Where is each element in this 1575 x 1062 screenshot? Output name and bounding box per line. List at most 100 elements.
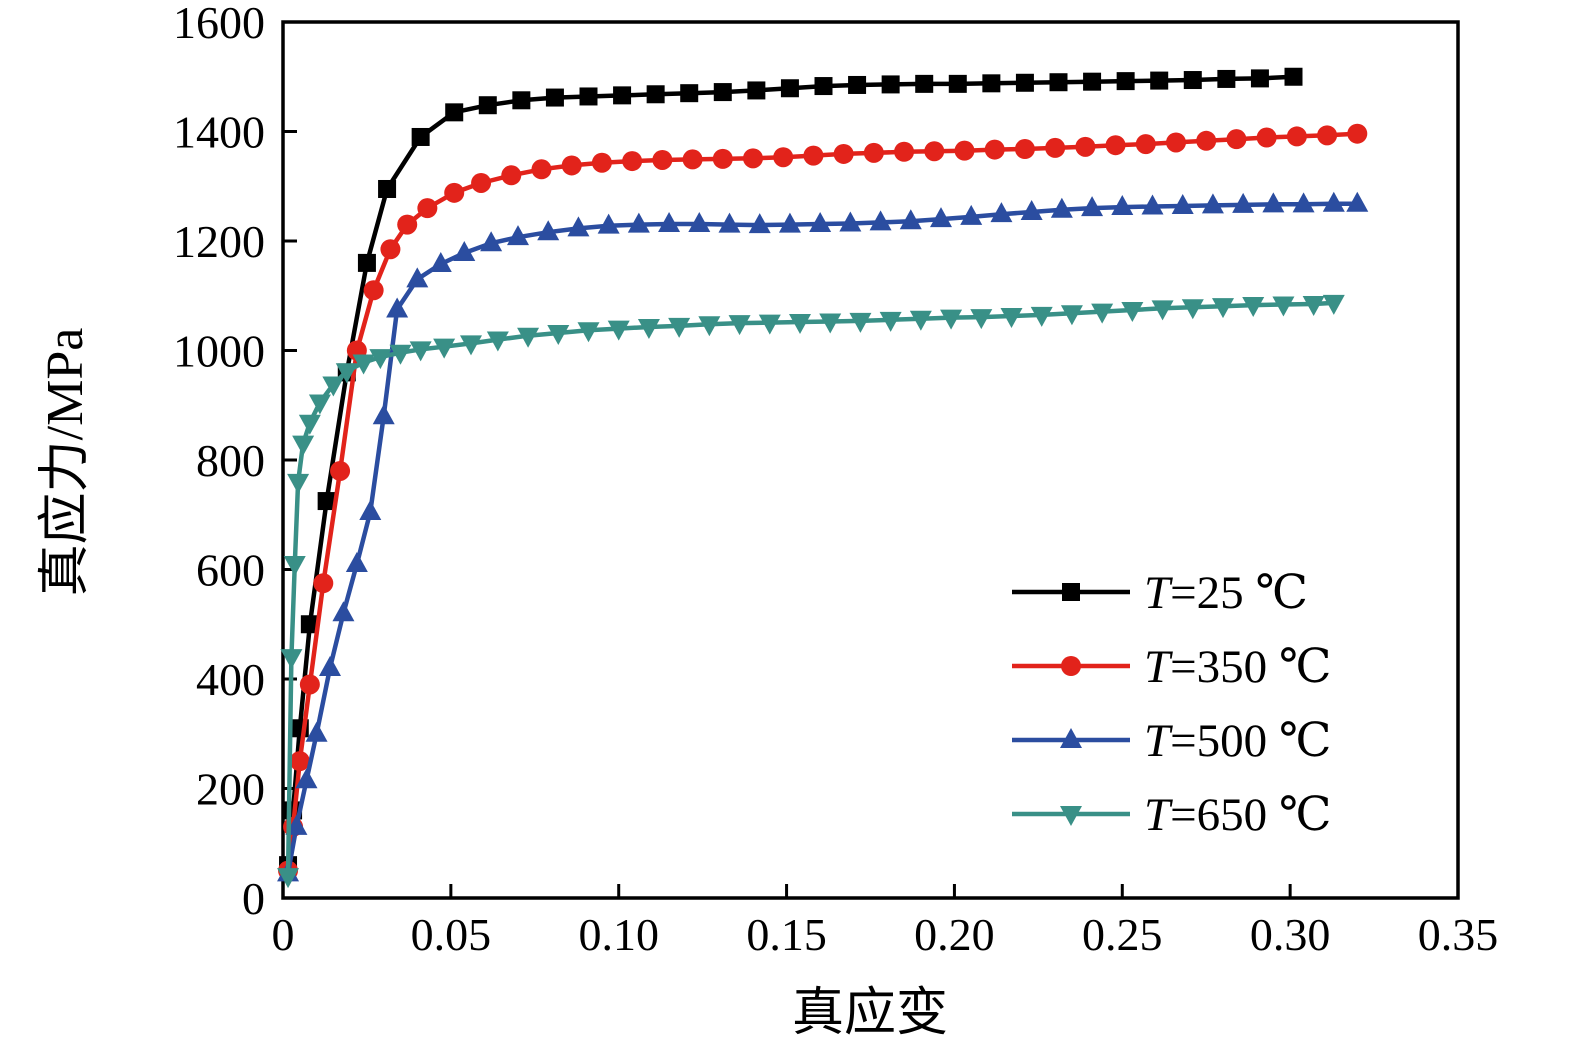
- triangle-up-marker: [1081, 196, 1104, 217]
- legend-circle-icon: [1061, 656, 1081, 676]
- triangle-down-marker: [460, 335, 482, 356]
- triangle-up-marker: [332, 601, 355, 622]
- triangle-down-marker: [1272, 296, 1295, 317]
- y-tick-label: 1200: [173, 216, 265, 267]
- legend: T=25 ℃ T=350 ℃ T=500 ℃ T=650 ℃: [1012, 567, 1331, 841]
- triangle-down-marker: [940, 309, 963, 330]
- square-marker: [713, 83, 732, 102]
- triangle-up-marker: [688, 212, 711, 233]
- triangle-up-marker: [1292, 192, 1315, 213]
- square-marker: [378, 179, 397, 198]
- circle-marker: [1166, 132, 1186, 153]
- triangle-up-marker: [507, 225, 529, 246]
- triangle-up-marker: [1050, 197, 1073, 218]
- legend-triangle-down-icon: [1060, 806, 1082, 826]
- square-marker: [881, 75, 900, 94]
- square-marker: [646, 85, 665, 104]
- triangle-down-marker: [280, 649, 303, 670]
- triangle-up-marker: [406, 267, 429, 288]
- triangle-down-marker: [1151, 300, 1174, 321]
- circle-marker: [1347, 123, 1368, 144]
- triangle-up-marker: [899, 209, 922, 230]
- x-tick-label: 0.05: [411, 909, 492, 960]
- circle-marker: [803, 145, 824, 166]
- triangle-up-marker: [1232, 192, 1255, 213]
- triangle-up-marker: [597, 213, 620, 234]
- square-marker: [1250, 69, 1269, 88]
- square-marker: [1150, 71, 1169, 90]
- series-1: [278, 123, 1368, 881]
- legend-item-2: T=500 ℃: [1012, 715, 1331, 767]
- x-tick-label: 0.25: [1082, 909, 1163, 960]
- y-tick-label: 1000: [173, 326, 265, 377]
- square-marker: [814, 77, 833, 96]
- legend-item-0: T=25 ℃: [1012, 567, 1308, 619]
- legend-triangle-up-icon: [1060, 728, 1082, 748]
- circle-marker: [924, 141, 945, 162]
- square-marker: [848, 75, 867, 94]
- circle-marker: [299, 674, 320, 695]
- square-marker: [300, 615, 319, 634]
- triangle-down-marker: [352, 354, 375, 375]
- circle-marker: [833, 143, 854, 164]
- triangle-up-marker: [990, 202, 1013, 223]
- square-marker: [512, 91, 531, 110]
- circle-marker: [712, 148, 733, 169]
- triangle-up-marker: [345, 552, 368, 573]
- triangle-down-marker: [1091, 303, 1114, 324]
- triangle-up-marker: [429, 251, 452, 272]
- triangle-down-marker: [1060, 305, 1083, 326]
- square-marker: [780, 79, 799, 98]
- circle-marker: [682, 149, 703, 170]
- triangle-down-marker: [1121, 301, 1144, 322]
- square-marker: [357, 253, 376, 272]
- triangle-down-marker: [970, 309, 993, 330]
- triangle-down-marker: [1030, 306, 1053, 327]
- y-axis-label: 真应力/MPa: [37, 328, 94, 597]
- legend-item-1: T=350 ℃: [1012, 641, 1331, 693]
- triangle-down-marker: [1181, 299, 1204, 320]
- triangle-down-marker: [909, 310, 932, 331]
- circle-marker: [863, 142, 884, 163]
- circle-marker: [743, 148, 763, 169]
- triangle-down-marker: [668, 317, 691, 338]
- square-marker: [948, 74, 967, 93]
- y-tick-label: 1400: [173, 107, 265, 158]
- triangle-down-marker: [486, 331, 509, 352]
- circle-marker: [289, 751, 310, 772]
- legend-item-3: T=650 ℃: [1012, 789, 1331, 841]
- triangle-up-marker: [1346, 191, 1369, 212]
- circle-marker: [531, 159, 552, 180]
- circle-marker: [444, 182, 465, 203]
- triangle-up-marker: [658, 212, 681, 233]
- x-tick-label: 0.15: [746, 909, 827, 960]
- triangle-up-marker: [359, 500, 382, 521]
- legend-label: T=25 ℃: [1144, 567, 1308, 619]
- triangle-up-marker: [627, 212, 650, 233]
- triangle-up-marker: [1322, 191, 1345, 212]
- circle-marker: [1075, 136, 1096, 157]
- triangle-down-marker: [283, 556, 306, 577]
- triangle-up-marker: [778, 212, 801, 233]
- triangle-up-marker: [1262, 192, 1285, 213]
- triangle-up-marker: [537, 220, 560, 241]
- triangle-down-marker: [547, 324, 570, 345]
- x-tick-label: 0.10: [578, 909, 659, 960]
- square-marker: [478, 96, 497, 115]
- circle-marker: [313, 573, 334, 594]
- axis-tick-labels: 0 0.05 0.10 0.15 0.20 0.25 0.30 0.35 0 200 400 600 8…: [173, 0, 1498, 960]
- circle-marker: [561, 155, 582, 176]
- circle-marker: [1226, 129, 1247, 150]
- x-tick-label: 0.30: [1250, 909, 1331, 960]
- triangle-down-marker: [335, 363, 358, 384]
- triangle-up-marker: [453, 241, 476, 262]
- y-tick-label: 1600: [173, 0, 265, 48]
- square-marker: [545, 88, 564, 107]
- triangle-up-marker: [809, 212, 832, 233]
- y-tick-label: 200: [196, 764, 265, 815]
- triangle-up-marker: [839, 211, 862, 232]
- triangle-down-marker: [637, 318, 660, 339]
- circle-marker: [363, 280, 384, 301]
